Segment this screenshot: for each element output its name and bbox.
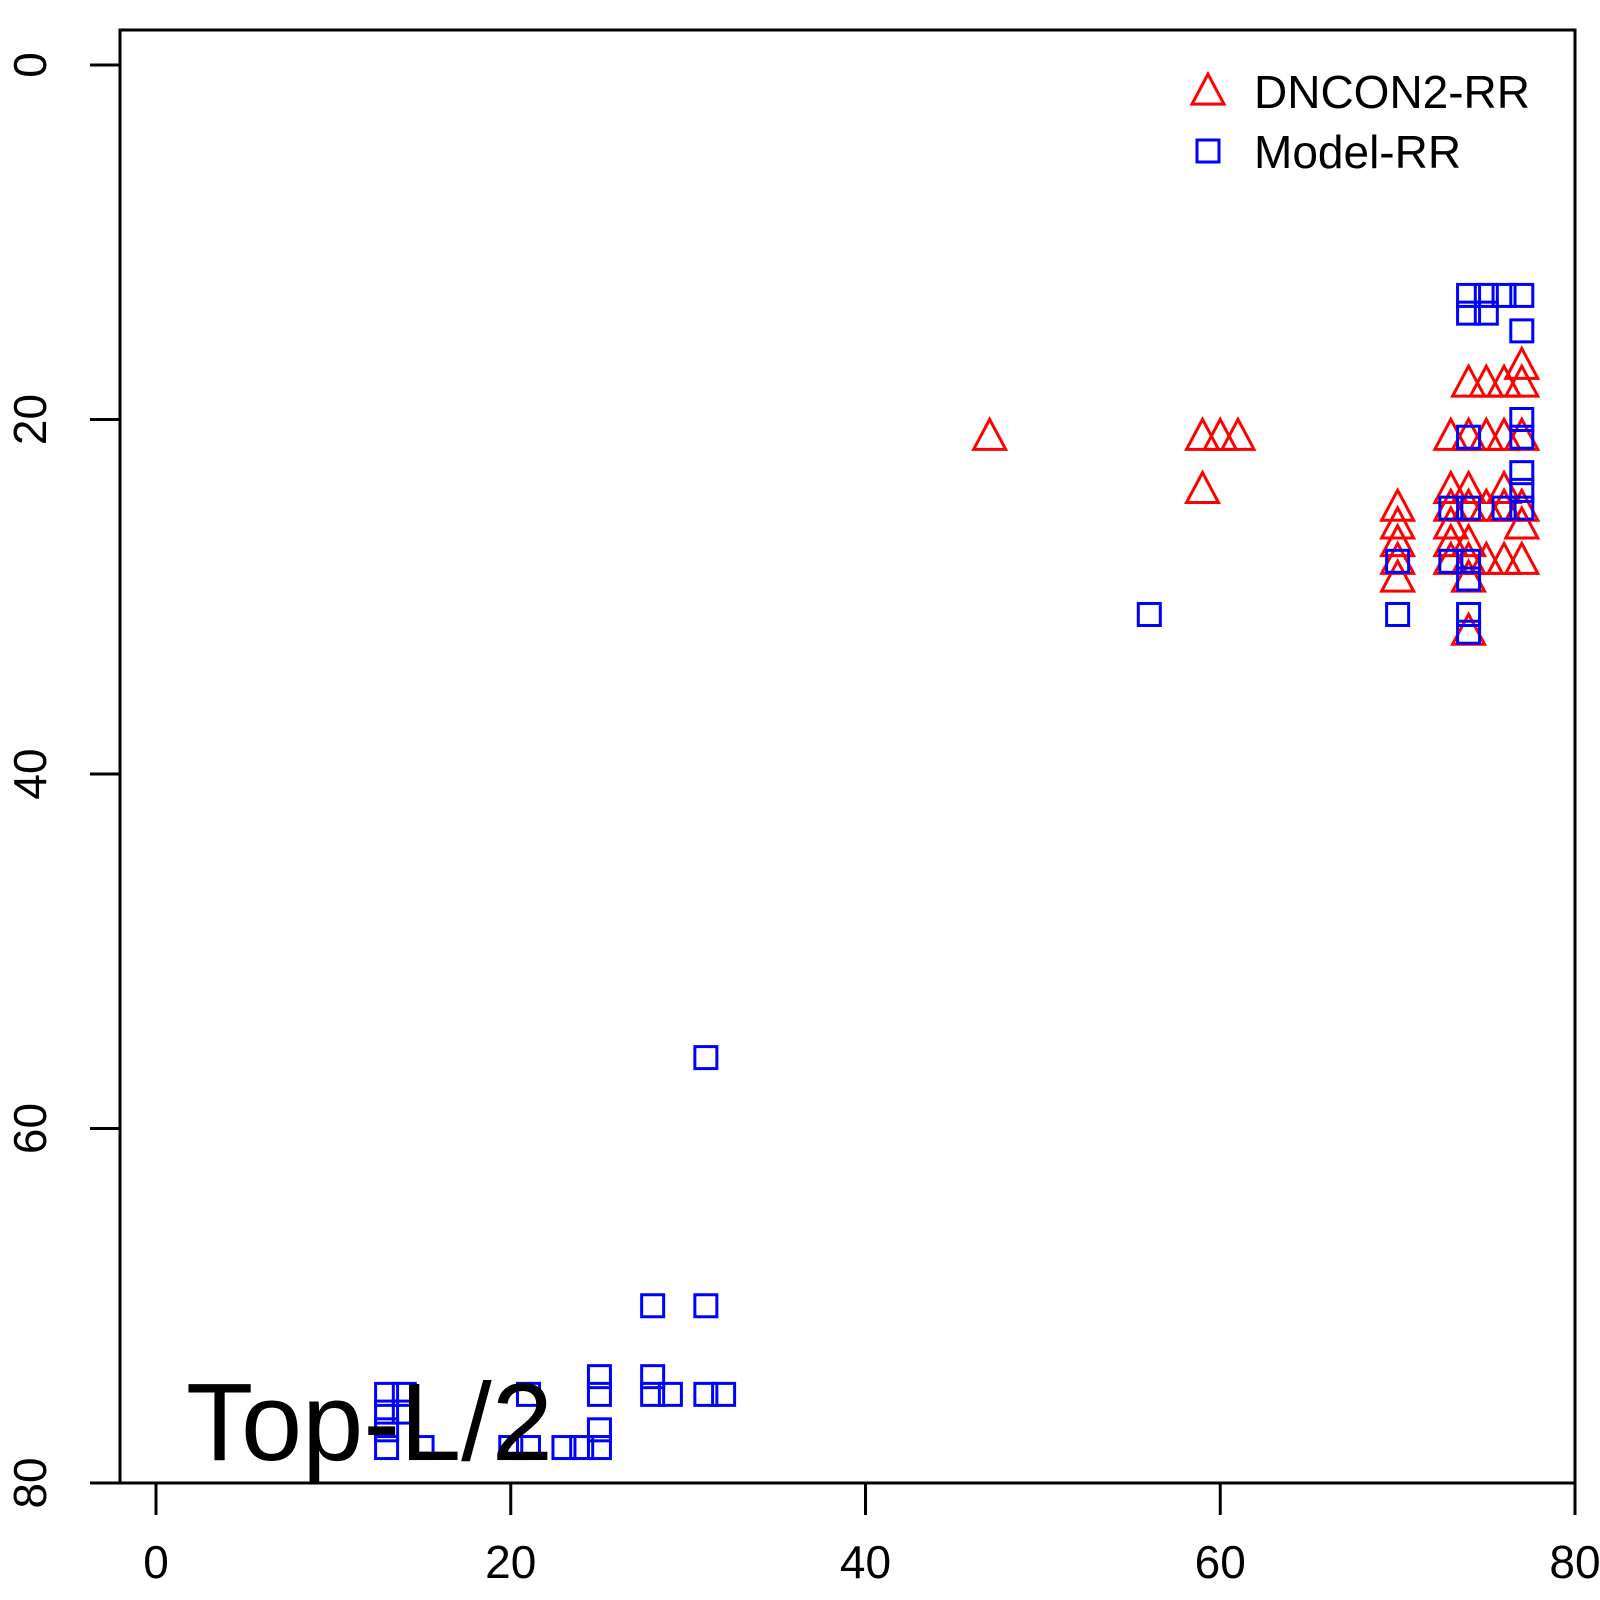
x-axis: 0 20 40 60 80 (143, 1483, 1600, 1588)
point-model-rr (1509, 407, 1535, 432)
y-tick-label: 20 (4, 394, 56, 445)
point-model-rr (640, 1364, 666, 1390)
legend-marker-triangle (1189, 70, 1227, 106)
point-model-rr (640, 1293, 666, 1319)
point-dncon2-rr (1503, 363, 1541, 398)
point-model-rr (1456, 601, 1482, 627)
point-model-rr (1385, 601, 1411, 627)
legend-label-dncon2: DNCON2-RR (1254, 66, 1530, 118)
point-dncon2-rr (1450, 522, 1488, 558)
y-axis: 0 20 40 60 80 (4, 52, 120, 1509)
point-model-rr (657, 1381, 683, 1407)
x-tick-label: 40 (840, 1536, 891, 1588)
point-model-rr (1509, 477, 1535, 503)
legend-label-model: Model-RR (1254, 126, 1461, 178)
point-model-rr (640, 1381, 666, 1407)
point-model-rr (374, 1381, 400, 1407)
point-model-rr (1456, 424, 1482, 450)
x-tick-label: 0 (143, 1536, 169, 1588)
point-dncon2-rr (1485, 363, 1523, 398)
point-dncon2-rr (1219, 416, 1257, 451)
point-model-rr (391, 1381, 417, 1407)
point-model-rr (1491, 282, 1517, 308)
point-dncon2-rr (1184, 416, 1222, 451)
point-model-rr (374, 1435, 400, 1461)
point-model-rr (1509, 282, 1535, 308)
point-dncon2-rr (1379, 522, 1417, 558)
point-dncon2-rr (1184, 469, 1222, 504)
point-dncon2-rr (1432, 504, 1470, 540)
y-tick-label: 60 (4, 1103, 56, 1154)
legend: DNCON2-RR Model-RR (1189, 66, 1530, 178)
point-dncon2-rr (1432, 522, 1470, 558)
point-model-rr (586, 1381, 612, 1407)
point-model-rr (498, 1435, 524, 1461)
point-model-rr (1136, 601, 1162, 627)
point-model-rr (409, 1435, 435, 1461)
point-dncon2-rr (1485, 540, 1523, 575)
point-model-rr (1473, 300, 1499, 326)
point-dncon2-rr (1379, 557, 1417, 593)
point-model-rr (391, 1399, 417, 1425)
y-tick-label: 80 (4, 1457, 56, 1508)
point-dncon2-rr (1467, 363, 1505, 398)
point-dncon2-rr (1379, 504, 1417, 540)
point-model-rr (1456, 282, 1482, 308)
point-dncon2-rr (1450, 363, 1488, 398)
point-model-rr (1385, 548, 1411, 574)
point-model-rr (586, 1435, 612, 1461)
point-dncon2-rr (1201, 416, 1239, 451)
point-model-rr (1509, 495, 1535, 521)
point-model-rr (1473, 282, 1499, 308)
y-tick-label: 40 (4, 748, 56, 799)
legend-marker-square (1195, 138, 1221, 164)
x-tick-label: 20 (485, 1536, 536, 1588)
point-dncon2-rr (1379, 487, 1417, 522)
point-model-rr (1438, 548, 1464, 574)
chart-annotation: Top-L/2 (186, 1361, 553, 1484)
point-model-rr (1509, 460, 1535, 486)
point-model-rr (1509, 318, 1535, 344)
point-model-rr (586, 1364, 612, 1390)
y-tick-label: 0 (4, 52, 56, 78)
point-model-rr (374, 1417, 400, 1443)
x-tick-label: 80 (1549, 1536, 1600, 1588)
point-dncon2-rr (971, 416, 1009, 451)
point-model-rr (374, 1399, 400, 1425)
point-model-rr (551, 1435, 577, 1461)
point-model-rr (693, 1293, 719, 1319)
point-model-rr (711, 1381, 737, 1407)
point-model-rr (1438, 495, 1464, 521)
point-model-rr (569, 1435, 595, 1461)
point-model-rr (1456, 300, 1482, 326)
point-model-rr (1456, 495, 1482, 521)
x-tick-label: 60 (1195, 1536, 1246, 1588)
data-points (374, 282, 1541, 1461)
point-model-rr (515, 1381, 541, 1407)
point-dncon2-rr (1432, 469, 1470, 504)
point-model-rr (1456, 566, 1482, 592)
point-model-rr (586, 1417, 612, 1443)
point-dncon2-rr (1450, 469, 1488, 504)
point-model-rr (693, 1381, 719, 1407)
point-model-rr (1509, 424, 1535, 450)
point-model-rr (515, 1435, 541, 1461)
point-dncon2-rr (1503, 504, 1541, 540)
point-model-rr (1456, 548, 1482, 574)
point-model-rr (1456, 619, 1482, 645)
point-model-rr (693, 1045, 719, 1071)
point-model-rr (1491, 495, 1517, 521)
point-dncon2-rr (1503, 345, 1541, 380)
plot-frame (118, 28, 1577, 1485)
point-dncon2-rr (1503, 540, 1541, 575)
